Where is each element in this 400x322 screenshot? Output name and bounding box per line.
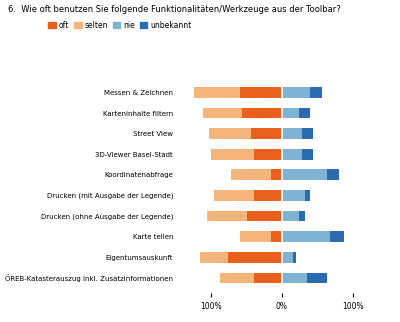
Bar	[330, 231, 344, 242]
Bar	[214, 190, 254, 201]
Bar	[271, 231, 282, 242]
Bar	[240, 87, 282, 98]
Text: 6.  Wie oft benutzen Sie folgende Funktionalitäten/Werkzeuge aus der Toolbar?: 6. Wie oft benutzen Sie folgende Funktio…	[8, 5, 341, 14]
Bar	[282, 149, 302, 160]
Bar	[293, 252, 296, 263]
Bar	[282, 169, 327, 180]
Bar	[302, 128, 313, 139]
Bar	[254, 149, 282, 160]
Bar	[299, 211, 305, 222]
Bar	[228, 252, 282, 263]
Bar	[305, 190, 310, 201]
Bar	[247, 211, 282, 222]
Bar	[200, 252, 228, 263]
Bar	[211, 149, 254, 160]
Bar	[282, 108, 299, 118]
Bar	[282, 87, 310, 98]
Bar	[194, 87, 240, 98]
Bar	[271, 169, 282, 180]
Bar	[282, 190, 305, 201]
Bar	[299, 108, 310, 118]
Bar	[203, 108, 242, 118]
Bar	[282, 231, 330, 242]
Bar	[254, 272, 282, 283]
Bar	[282, 211, 299, 222]
Bar	[251, 128, 282, 139]
Bar	[240, 231, 271, 242]
Bar	[242, 108, 282, 118]
Bar	[254, 190, 282, 201]
Bar	[308, 272, 327, 283]
Bar	[208, 128, 251, 139]
Bar	[310, 87, 322, 98]
Bar	[220, 272, 254, 283]
Legend: oft, selten, nie, unbekannt: oft, selten, nie, unbekannt	[48, 21, 192, 30]
Bar	[207, 211, 247, 222]
Bar	[282, 252, 293, 263]
Bar	[302, 149, 313, 160]
Bar	[282, 272, 308, 283]
Bar	[327, 169, 338, 180]
Bar	[282, 128, 302, 139]
Bar	[231, 169, 271, 180]
